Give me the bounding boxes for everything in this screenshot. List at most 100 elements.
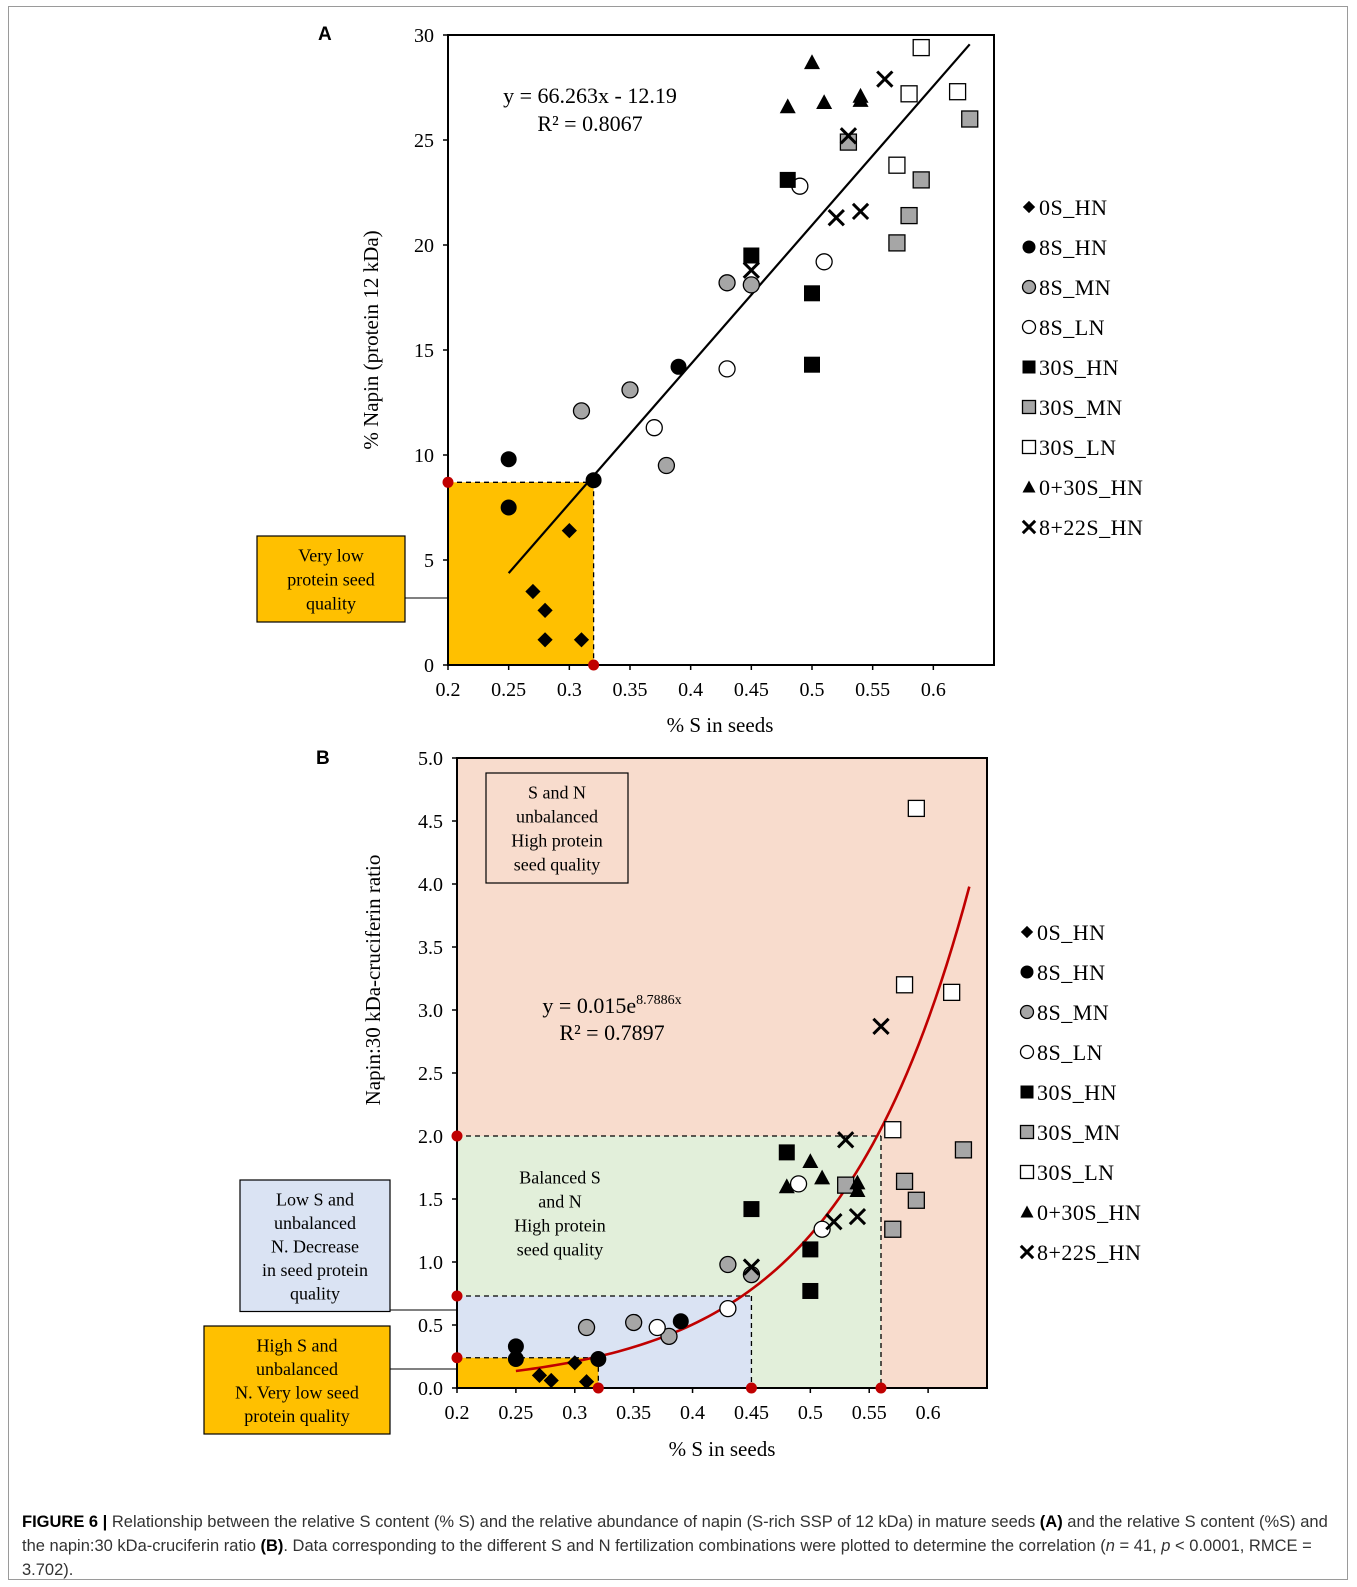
data-point-0s-hn <box>537 632 553 648</box>
y-tick-label: 0.5 <box>418 1315 443 1337</box>
legend-label: 0S_HN <box>1039 195 1108 220</box>
legend-label: 8S_HN <box>1039 235 1108 260</box>
data-point-8-22s-hn <box>837 1131 855 1149</box>
data-point-0s-hn <box>578 1374 595 1390</box>
data-point-8s-mn <box>657 456 676 475</box>
data-point-8s-mn <box>625 1313 643 1332</box>
x-tick-label: 0.5 <box>800 679 825 701</box>
x-tick-label: 0.2 <box>445 1402 470 1424</box>
data-point-30s-mn <box>912 171 930 189</box>
y-tick-label: 0.0 <box>418 1378 443 1400</box>
data-point-30s-hn <box>778 1144 795 1161</box>
data-point-8s-mn <box>660 1327 678 1345</box>
panel-a-legend: 0S_HN 8S_HN 8S_MN 8S_LN 30S_HN 30S_MN 30S_LN 0+… <box>1021 195 1143 540</box>
x-tick-label: 0.2 <box>436 679 461 701</box>
data-point-30s-ln <box>907 799 925 818</box>
data-point-8s-hn <box>500 499 517 516</box>
data-point-8s-hn <box>672 1313 689 1330</box>
data-point-0-30s-hn <box>779 98 796 114</box>
data-point-0s-hn <box>525 583 541 600</box>
unbalanced-high-quality-annotation-line: seed quality <box>514 855 600 875</box>
caption-p-variable: p <box>1161 1537 1171 1555</box>
data-point-30s-hn <box>804 285 820 302</box>
y-tick-label: 0 <box>424 655 434 677</box>
data-point-30s-mn <box>837 1176 855 1194</box>
panel-b-letter: B <box>316 748 330 769</box>
y-tick-label: 4.0 <box>418 874 443 896</box>
data-point-8s-mn <box>718 274 736 292</box>
low-s-annotation-line: quality <box>290 1283 340 1303</box>
data-point-8s-hn <box>585 472 602 489</box>
data-point-0-30s-hn <box>852 92 869 107</box>
data-point-8s-ln <box>645 419 663 437</box>
y-tick-label: 3.5 <box>418 937 443 959</box>
data-point-8-22s-hn <box>827 209 845 227</box>
data-point-30s-ln <box>943 983 961 1002</box>
caption-n-variable: n <box>1105 1537 1115 1555</box>
legend-marker-0s-hn <box>1022 200 1036 214</box>
y-tick-label: 4.5 <box>418 811 443 833</box>
panel-b-equation-exponent: 8.7886x <box>636 993 682 1008</box>
very-low-quality-annotation-line: protein seed <box>287 570 374 590</box>
panel-a-letter: A <box>318 24 332 45</box>
data-point-30s-mn <box>884 1220 902 1238</box>
y-tick-label: 20 <box>414 235 434 257</box>
panel-a: A 0.2 0.25 0.3 0.35 0.4 0.45 0.5 0.55 0.6 0 5 10 15 2… <box>256 24 1143 737</box>
data-point-0-30s-hn <box>816 94 833 109</box>
threshold-dot <box>451 1130 463 1142</box>
caption-text-3: . Data corresponding to the different S … <box>283 1537 1106 1555</box>
legend-label: 8S_HN <box>1037 960 1106 985</box>
very-low-quality-annotation-box <box>256 535 406 623</box>
panel-b-equation: y = 0.015e8.7886x <box>542 993 681 1018</box>
x-tick-label: 0.3 <box>557 679 582 701</box>
data-point-30s-ln <box>895 976 914 994</box>
legend-marker-8s-mn <box>1019 1004 1035 1020</box>
panel-a-r2: R² = 0.8067 <box>537 111 642 136</box>
data-point-8-22s-hn <box>876 70 894 88</box>
data-point-8s-hn <box>507 1351 524 1368</box>
balanced-annotation-line: High protein <box>514 1216 606 1236</box>
panel-b-x-axis-title: % S in seeds <box>669 1437 776 1461</box>
panel-b-annotations: S and N unbalanced High protein seed qualit… <box>203 772 629 1435</box>
data-point-0-30s-hn <box>802 1153 819 1168</box>
legend-marker-8s-mn <box>1021 279 1037 295</box>
threshold-dot <box>442 476 454 488</box>
data-point-30s-ln <box>900 85 918 103</box>
data-point-30s-mn <box>961 110 979 128</box>
data-point-30s-mn <box>907 1191 925 1209</box>
data-point-8-22s-hn <box>742 1258 761 1276</box>
unbalanced-high-quality-annotation-line: S and N <box>528 783 586 803</box>
balanced-annotation-line: Balanced S <box>519 1168 600 1188</box>
x-tick-label: 0.5 <box>798 1402 823 1424</box>
legend-label: 8S_MN <box>1037 1000 1109 1025</box>
high-s-very-low-annotation-line: unbalanced <box>256 1359 338 1379</box>
legend-marker-8s-ln <box>1021 319 1037 335</box>
caption-bold-a: (A) <box>1039 1513 1063 1531</box>
data-point-30s-mn <box>900 206 918 225</box>
x-tick-label: 0.55 <box>852 1402 887 1424</box>
unbalanced-high-quality-annotation-line: unbalanced <box>516 807 598 827</box>
data-point-8s-mn <box>742 276 760 294</box>
y-tick-label: 25 <box>414 130 434 152</box>
panel-a-equation: y = 66.263x - 12.19 <box>503 83 677 108</box>
data-point-30s-ln <box>912 38 930 57</box>
x-tick-label: 0.35 <box>616 1402 651 1424</box>
panel-b-threshold-dots <box>451 1130 887 1394</box>
high-s-very-low-annotation-box <box>203 1325 391 1435</box>
x-tick-label: 0.4 <box>680 1402 705 1424</box>
data-point-8s-ln <box>789 1175 808 1193</box>
legend-marker-30s-hn <box>1020 1085 1034 1099</box>
low-s-annotation-line: Low S and <box>276 1189 354 1209</box>
high-s-very-low-annotation-line: High S and <box>257 1335 338 1355</box>
very-low-quality-annotation-line: quality <box>306 594 356 614</box>
panel-b-legend: 0S_HN 8S_HN 8S_MN 8S_LN 30S_HN 30S_MN 30S_LN 0+… <box>1019 920 1141 1265</box>
legend-label: 30S_HN <box>1037 1080 1117 1105</box>
legend-label: 8S_MN <box>1039 275 1111 300</box>
threshold-dot <box>875 1382 887 1394</box>
panel-a-y-axis-title: % Napin (protein 12 kDa) <box>359 230 383 449</box>
legend-marker-30s-ln <box>1019 1164 1035 1180</box>
data-point-8s-ln <box>815 253 833 271</box>
legend-marker-30s-mn <box>1021 399 1037 415</box>
panel-a-trendline <box>507 43 971 574</box>
threshold-dot <box>588 659 600 671</box>
